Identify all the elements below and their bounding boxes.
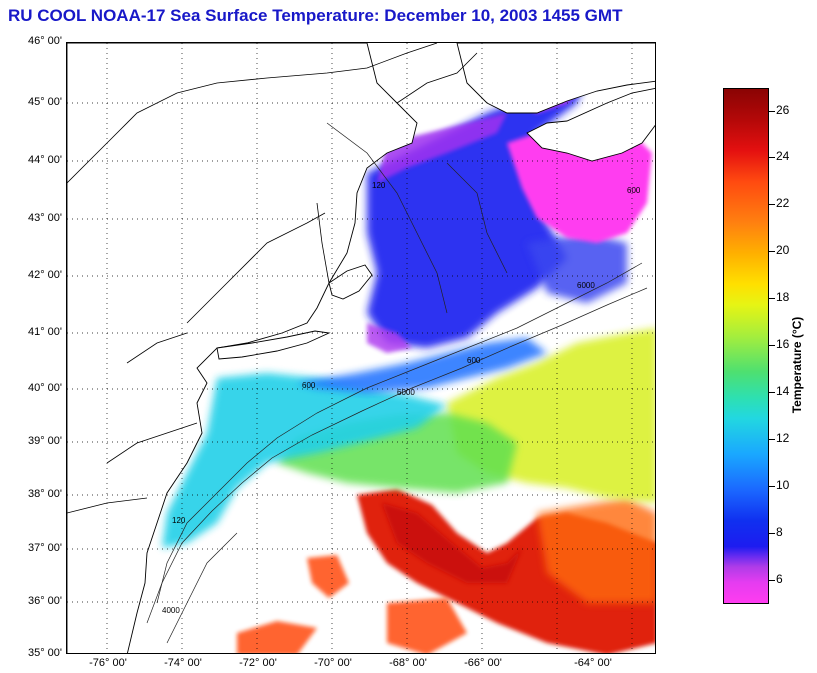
colorbar-tick xyxy=(769,439,775,440)
colorbar-label: 16 xyxy=(776,337,790,351)
scotian-shelf-magenta xyxy=(507,133,652,243)
isobath-line xyxy=(156,262,643,604)
colorbar-tick xyxy=(769,157,775,158)
lat-label: 45° 00' xyxy=(27,96,62,108)
colorbar-label: 18 xyxy=(776,290,790,304)
isobath-label: 4000 xyxy=(162,606,180,615)
border-line xyxy=(67,43,438,184)
border-line xyxy=(126,332,188,364)
colorbar-label: 26 xyxy=(776,103,790,117)
colorbar-tick xyxy=(769,111,775,112)
lon-label: -70° 00' xyxy=(314,657,352,669)
isobath-label: 600 xyxy=(302,381,316,390)
lon-label: -64° 00' xyxy=(574,657,612,669)
colorbar-label: 22 xyxy=(776,196,790,210)
lat-label: 41° 00' xyxy=(27,326,62,338)
nova-scotia xyxy=(526,87,655,162)
isobath-labels: 120 600 6000 4000 120 600 6000 600 xyxy=(162,181,641,615)
coastal-purple-strip xyxy=(377,113,507,183)
lat-label: 38° 00' xyxy=(27,488,62,500)
southern-warm-patches xyxy=(237,555,467,653)
lon-label: -74° 00' xyxy=(164,657,202,669)
shelf-water-cyan xyxy=(162,373,447,548)
colorbar-label: 12 xyxy=(776,431,790,445)
isobath-label: 600 xyxy=(467,356,481,365)
isobath-label: 6000 xyxy=(577,281,595,290)
sst-map-canvas: 120 600 6000 4000 120 600 6000 600 xyxy=(67,43,655,653)
colorbar-tick xyxy=(769,392,775,393)
isobath-line xyxy=(146,287,648,624)
new-brunswick xyxy=(456,43,655,114)
colorbar-label: 14 xyxy=(776,384,790,398)
isobath-label: 6000 xyxy=(397,388,415,397)
colorbar-tick xyxy=(769,298,775,299)
map-title: RU COOL NOAA-17 Sea Surface Temperature:… xyxy=(8,6,623,25)
borders xyxy=(67,43,478,514)
lon-label: -72° 00' xyxy=(239,657,277,669)
orange-field xyxy=(537,498,655,603)
colorbar-tick xyxy=(769,486,775,487)
nantucket-purple xyxy=(367,323,412,353)
lat-label: 42° 00' xyxy=(27,269,62,281)
temperature-colorbar xyxy=(723,88,769,604)
cape-cod xyxy=(328,264,373,300)
lat-label: 39° 00' xyxy=(27,435,62,447)
gulf-stream-hot-core xyxy=(382,503,522,583)
colorbar-tick xyxy=(769,251,775,252)
colorbar-tick xyxy=(769,345,775,346)
georges-bank-blue xyxy=(527,233,627,303)
isobath-line xyxy=(166,532,238,644)
colorbar-label: 20 xyxy=(776,243,790,257)
lat-label: 44° 00' xyxy=(27,154,62,166)
graticule xyxy=(67,43,655,653)
colorbar-label: 24 xyxy=(776,149,790,163)
sst-map[interactable]: 120 600 6000 4000 120 600 6000 600 xyxy=(66,42,656,654)
colorbar-tick xyxy=(769,580,775,581)
lat-label: 37° 00' xyxy=(27,542,62,554)
colorbar-title: Temperature (°C) xyxy=(790,316,804,414)
isobath-label: 120 xyxy=(172,516,186,525)
sst-field xyxy=(162,68,655,653)
lat-label: 43° 00' xyxy=(27,212,62,224)
lat-label: 40° 00' xyxy=(27,382,62,394)
long-island xyxy=(216,330,331,360)
lon-label: -66° 00' xyxy=(464,657,502,669)
lon-label: -76° 00' xyxy=(89,657,127,669)
lon-label: -68° 00' xyxy=(389,657,427,669)
colorbar-tick xyxy=(769,204,775,205)
colorbar-label: 8 xyxy=(776,525,783,539)
us-land xyxy=(67,43,418,653)
isobath-label: 120 xyxy=(372,181,386,190)
colorbar-label: 10 xyxy=(776,478,790,492)
border-line xyxy=(186,212,326,324)
shelf-water-blue xyxy=(297,338,547,393)
isobath-label: 600 xyxy=(627,186,641,195)
colorbar-label: 6 xyxy=(776,572,783,586)
lat-label: 36° 00' xyxy=(27,595,62,607)
colorbar-tick xyxy=(769,533,775,534)
land-mass xyxy=(67,43,655,653)
lat-label: 46° 00' xyxy=(27,35,62,47)
lat-label: 35° 00' xyxy=(27,647,62,659)
border-line xyxy=(396,52,478,104)
